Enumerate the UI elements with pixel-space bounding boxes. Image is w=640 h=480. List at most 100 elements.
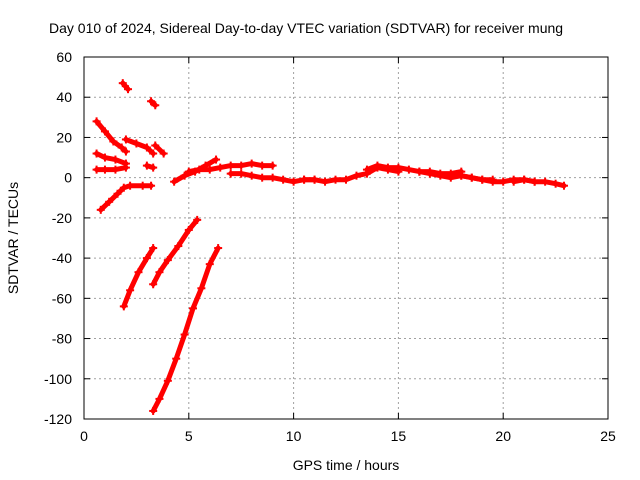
data-point bbox=[121, 163, 130, 172]
data-point bbox=[92, 165, 101, 174]
data-point bbox=[289, 177, 298, 186]
data-point bbox=[172, 354, 181, 363]
data-point bbox=[180, 330, 189, 339]
data-series-arc-17 bbox=[364, 163, 464, 177]
data-point bbox=[226, 169, 235, 178]
x-tick-label: 0 bbox=[80, 428, 88, 444]
plot-frame bbox=[83, 56, 609, 420]
data-point bbox=[100, 153, 109, 162]
data-point bbox=[188, 304, 197, 313]
data-point bbox=[415, 167, 424, 176]
data-point bbox=[109, 137, 118, 146]
x-tick-label: 5 bbox=[185, 428, 193, 444]
data-point bbox=[258, 161, 267, 170]
data-series-arc-9 bbox=[152, 143, 167, 156]
data-point bbox=[180, 171, 189, 180]
data-point bbox=[509, 177, 518, 186]
data-point bbox=[268, 161, 277, 170]
data-point bbox=[342, 175, 350, 184]
y-tick-label: 0 bbox=[64, 170, 72, 186]
data-series-arc-11 bbox=[150, 217, 200, 287]
y-tick-label: 40 bbox=[56, 89, 72, 105]
data-point bbox=[96, 205, 105, 214]
y-tick-label: -40 bbox=[52, 250, 72, 266]
data-point bbox=[147, 97, 156, 106]
data-point bbox=[100, 165, 109, 174]
data-point bbox=[530, 177, 539, 186]
x-tick-label: 20 bbox=[495, 428, 511, 444]
data-point bbox=[151, 141, 160, 150]
data-point bbox=[142, 143, 151, 152]
y-axis-label: SDTVAR / TECUs bbox=[5, 182, 21, 294]
data-point bbox=[100, 127, 109, 136]
data-point bbox=[149, 280, 158, 289]
data-point bbox=[184, 167, 193, 176]
data-point bbox=[205, 260, 214, 269]
y-tick-label: 60 bbox=[56, 49, 72, 65]
data-point bbox=[446, 173, 455, 182]
data-point bbox=[111, 165, 120, 174]
data-point bbox=[149, 406, 158, 415]
data-point bbox=[467, 173, 476, 182]
data-point bbox=[155, 394, 164, 403]
chart-title: Day 010 of 2024, Sidereal Day-to-day VTE… bbox=[49, 20, 563, 36]
data-point bbox=[551, 179, 560, 188]
y-tick-label: -60 bbox=[52, 290, 72, 306]
data-point bbox=[195, 165, 204, 174]
data-point bbox=[92, 149, 101, 158]
data-series-arc-3 bbox=[94, 165, 129, 173]
data-point bbox=[132, 139, 141, 148]
y-tick-label: -80 bbox=[52, 331, 72, 347]
x-axis-label: GPS time / hours bbox=[293, 457, 400, 473]
data-point bbox=[197, 284, 206, 293]
data-point bbox=[118, 79, 127, 88]
data-point bbox=[394, 163, 403, 172]
data-point bbox=[331, 175, 340, 184]
data-point bbox=[237, 161, 246, 170]
data-point bbox=[149, 149, 158, 158]
data-point bbox=[126, 286, 135, 295]
data-point bbox=[425, 169, 434, 178]
data-point bbox=[226, 161, 235, 170]
data-point bbox=[300, 175, 309, 184]
data-point bbox=[121, 147, 130, 156]
data-point bbox=[488, 177, 497, 186]
data-point bbox=[499, 177, 508, 186]
y-tick-label: 20 bbox=[56, 129, 72, 145]
x-tick-label: 10 bbox=[286, 428, 302, 444]
data-point bbox=[373, 161, 382, 170]
data-point bbox=[155, 268, 164, 277]
data-point bbox=[541, 177, 550, 186]
data-point bbox=[117, 143, 126, 152]
data-point bbox=[142, 161, 151, 170]
data-point bbox=[149, 163, 158, 172]
data-point bbox=[457, 171, 466, 180]
data-point bbox=[124, 85, 133, 94]
data-point bbox=[138, 181, 147, 190]
data-point bbox=[184, 225, 193, 234]
data-point bbox=[119, 183, 128, 192]
grid-layer bbox=[84, 57, 608, 419]
data-point bbox=[121, 135, 130, 144]
data-point bbox=[383, 163, 392, 172]
data-point bbox=[268, 173, 277, 182]
x-tick-label: 15 bbox=[391, 428, 407, 444]
data-point bbox=[151, 101, 160, 110]
data-point bbox=[237, 169, 246, 178]
data-point bbox=[310, 175, 319, 184]
data-point bbox=[170, 177, 179, 186]
y-tick-label: -120 bbox=[44, 411, 72, 427]
y-tick-label: -20 bbox=[52, 210, 72, 226]
data-point bbox=[134, 268, 143, 277]
data-series-arc-2 bbox=[94, 151, 129, 167]
data-point bbox=[105, 197, 114, 206]
data-point bbox=[113, 189, 122, 198]
data-point bbox=[214, 244, 223, 253]
data-point bbox=[149, 244, 158, 253]
data-point bbox=[258, 173, 267, 182]
data-point bbox=[279, 175, 288, 184]
data-series-arc-10 bbox=[121, 245, 156, 309]
data-point bbox=[205, 165, 214, 174]
data-point bbox=[163, 256, 172, 265]
